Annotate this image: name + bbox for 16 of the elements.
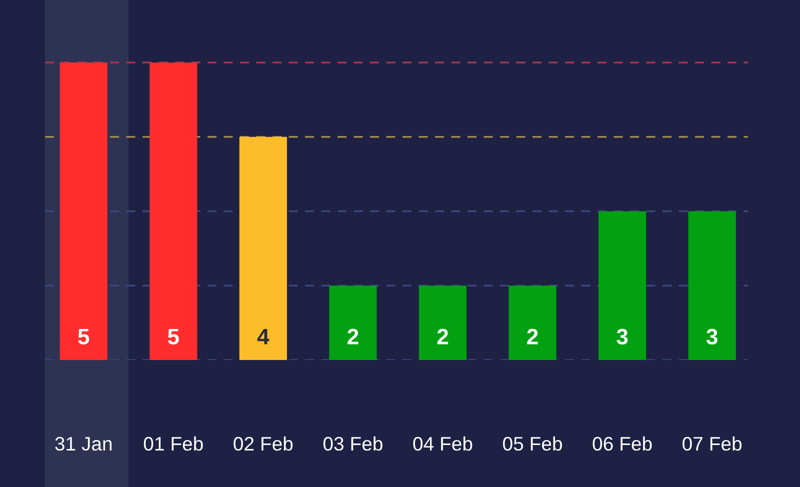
x-tick-label: 06 Feb [592, 436, 652, 451]
data-label: 2 [348, 328, 358, 344]
x-tick-label: 01 Feb [144, 436, 203, 451]
data-label: 5 [78, 328, 90, 344]
data-label: 2 [527, 328, 538, 344]
x-tick-label: 05 Feb [503, 436, 562, 451]
x-tick-label: 02 Feb [234, 436, 293, 451]
data-label: 4 [257, 328, 270, 344]
data-label: 3 [706, 328, 718, 345]
x-tick-label: 31 Jan [55, 436, 112, 451]
data-label: 3 [616, 328, 628, 345]
data-label: 2 [437, 328, 448, 344]
x-tick-label: 04 Feb [413, 436, 472, 451]
data-label: 5 [168, 328, 179, 344]
x-tick-label: 07 Feb [682, 436, 742, 451]
x-tick-label: 03 Feb [323, 436, 382, 451]
